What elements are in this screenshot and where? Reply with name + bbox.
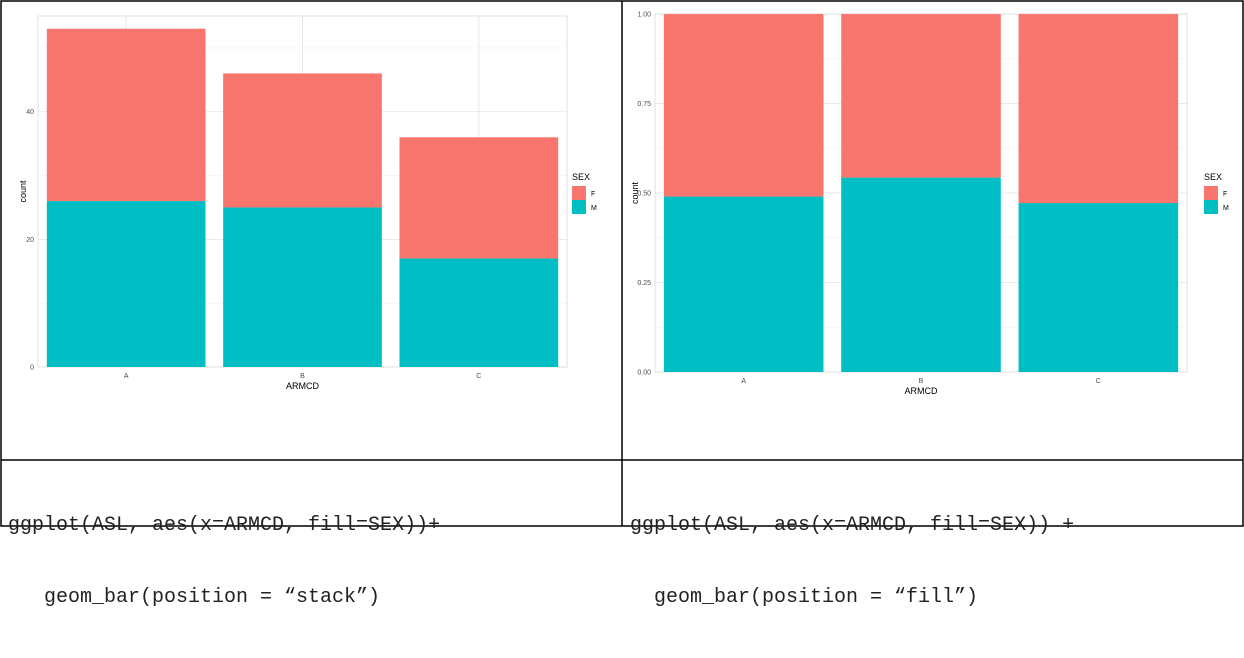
bar-segment-m: [663, 196, 824, 372]
x-tick-label: C: [1096, 378, 1101, 385]
y-tick-label: 0.50: [637, 191, 651, 198]
y-tick-label: 0.00: [637, 370, 651, 377]
code-cell-left: ggplot(ASL, aes(x=ARMCD, fill=SEX))+ geo…: [2, 461, 621, 609]
legend-key-f: [572, 186, 586, 200]
x-tick-label: B: [300, 373, 305, 380]
comparison-table: 0 20 40 A B C ARMCD count SEX F M 0.00 0.25 0.50 0.75…: [0, 0, 1244, 609]
code-line: ggplot(ASL, aes(x=ARMCD, fill=SEX))+: [8, 514, 441, 537]
legend-key-m: [572, 200, 586, 214]
y-tick-label: 1.00: [637, 12, 651, 19]
bar-segment-f: [663, 14, 824, 197]
code-cell-right: ggplot(ASL, aes(x=ARMCD, fill=SEX)) + ge…: [624, 461, 1242, 609]
bar-segment-m: [223, 207, 382, 367]
x-tick-label: A: [741, 378, 746, 385]
y-tick-label: 20: [26, 237, 34, 244]
bar-segment-f: [399, 137, 559, 259]
legend-label: M: [591, 205, 597, 212]
stacked-bar-chart: 0 20 40 A B C ARMCD count SEX FM: [18, 15, 597, 391]
legend-title: SEX: [572, 172, 590, 182]
x-tick-label: B: [919, 378, 924, 385]
bar-segment-m: [46, 201, 206, 367]
bar-segment-f: [1018, 14, 1179, 204]
legend-label: F: [591, 191, 595, 198]
bar-segment-f: [841, 14, 1001, 178]
y-axis-title: count: [630, 181, 640, 204]
y-axis-title: count: [18, 180, 28, 203]
bar-segment-m: [399, 258, 559, 367]
code-line: ggplot(ASL, aes(x=ARMCD, fill=SEX)) +: [630, 514, 1075, 537]
y-tick-label: 0.75: [637, 101, 651, 108]
legend-key-f: [1204, 186, 1218, 200]
legend-key-m: [1204, 200, 1218, 214]
code-line: geom_bar(position = “stack”): [8, 586, 381, 609]
x-axis-title: ARMCD: [286, 381, 319, 391]
x-tick-label: C: [476, 373, 481, 380]
table-borders: [0, 0, 1244, 527]
fill-bar-chart: 0.00 0.25 0.50 0.75 1.00 A B C ARMCD count SEX FM: [630, 12, 1229, 397]
x-tick-label: A: [124, 373, 129, 380]
y-tick-label: 0.25: [637, 280, 651, 287]
legend-label: F: [1223, 191, 1227, 198]
legend-label: M: [1223, 205, 1229, 212]
legend-title: SEX: [1204, 172, 1222, 182]
bar-segment-f: [223, 73, 382, 208]
bar-segment-m: [1018, 203, 1179, 372]
bar-segment-f: [46, 28, 206, 202]
y-tick-label: 0: [30, 365, 34, 372]
code-line: geom_bar(position = “fill”): [630, 586, 979, 609]
bar-segment-m: [841, 177, 1001, 372]
y-tick-label: 40: [26, 109, 34, 116]
x-axis-title: ARMCD: [905, 386, 938, 396]
